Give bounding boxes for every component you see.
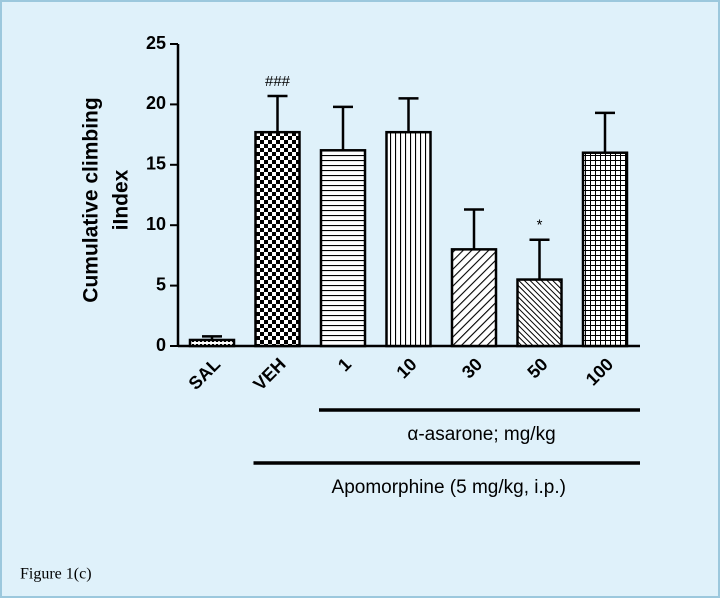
bar [385, 130, 432, 348]
y-tick-label: 0 [156, 335, 166, 355]
bar [581, 151, 629, 348]
y-tick-label: 15 [146, 154, 166, 174]
bar [516, 278, 563, 348]
group-label: α-asarone; mg/kg [407, 424, 555, 445]
bar [450, 248, 498, 348]
bar [188, 338, 236, 348]
y-tick-label: 25 [146, 33, 166, 53]
bar [319, 149, 367, 348]
annotation: * [537, 217, 543, 234]
annotation: ### [265, 73, 291, 90]
y-label: iIndex [110, 169, 133, 230]
y-tick-label: 20 [146, 93, 166, 113]
caption: Figure 1(c) [20, 566, 92, 583]
bar [254, 130, 301, 348]
y-tick-label: 10 [146, 214, 166, 234]
group-label: Apomorphine (5 mg/kg, i.p.) [332, 477, 566, 498]
y-tick-label: 5 [156, 274, 166, 294]
y-label: Cumulative climbing [80, 97, 103, 302]
